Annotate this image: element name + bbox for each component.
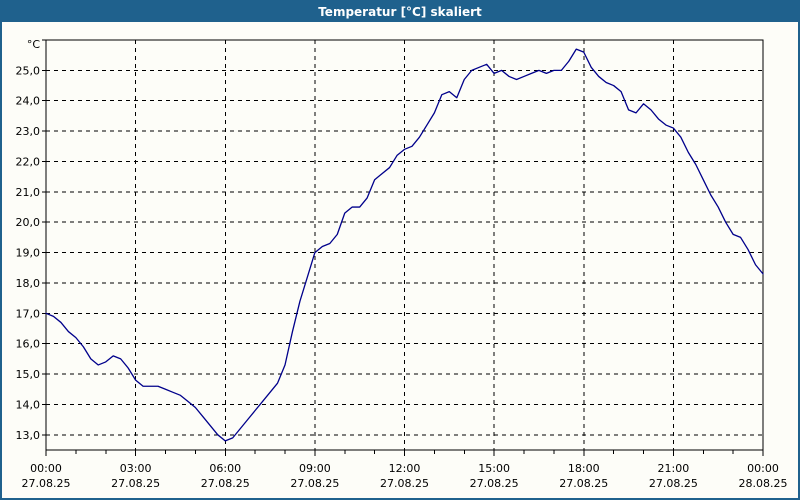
x-axis-date-label: 27.08.25 bbox=[201, 477, 250, 490]
y-axis-tick-label: 15,0 bbox=[16, 368, 41, 381]
x-axis-date-label: 27.08.25 bbox=[649, 477, 698, 490]
y-axis-tick-label: 19,0 bbox=[16, 247, 41, 260]
y-axis-tick-label: 21,0 bbox=[16, 186, 41, 199]
y-axis-tick-label: 20,0 bbox=[16, 216, 41, 229]
y-axis-tick-label: 13,0 bbox=[16, 429, 41, 442]
window-titlebar: Temperatur [°C] skaliert bbox=[2, 2, 798, 22]
x-axis-date-label: 28.08.25 bbox=[739, 477, 788, 490]
x-axis-time-label: 03:00 bbox=[120, 462, 152, 475]
x-axis-time-label: 21:00 bbox=[658, 462, 690, 475]
temperature-line-chart: 13,0 14,0 15,0 16,0 17,0 18,0 19,0 20,0 21,0 22,0… bbox=[16, 38, 788, 490]
x-axis-date-label: 27.08.25 bbox=[559, 477, 608, 490]
y-axis-tick-label: 18,0 bbox=[16, 277, 41, 290]
y-axis-unit-label: °C bbox=[27, 38, 41, 51]
x-axis-time-label: 00:00 bbox=[30, 462, 62, 475]
plot-frame bbox=[45, 39, 764, 451]
x-axis-date-label: 27.08.25 bbox=[290, 477, 339, 490]
y-axis-tick-label: 23,0 bbox=[16, 125, 41, 138]
plot-background bbox=[46, 40, 763, 450]
y-axis-tick-label: 24,0 bbox=[16, 95, 41, 108]
x-axis-time-label: 18:00 bbox=[568, 462, 600, 475]
x-axis-time-label: 06:00 bbox=[209, 462, 241, 475]
x-axis-date-label: 27.08.25 bbox=[111, 477, 160, 490]
y-axis-tick-label: 17,0 bbox=[16, 307, 41, 320]
x-axis-time-label: 00:00 bbox=[747, 462, 779, 475]
x-axis-time-label: 12:00 bbox=[389, 462, 421, 475]
x-axis-time-label: 15:00 bbox=[478, 462, 510, 475]
temperature-series-line bbox=[45, 48, 764, 442]
y-axis-tick-label: 25,0 bbox=[16, 64, 41, 77]
y-axis-tick-label: 16,0 bbox=[16, 338, 41, 351]
x-axis-date-label: 27.08.25 bbox=[470, 477, 519, 490]
y-axis-tick-label: 14,0 bbox=[16, 398, 41, 411]
window-title: Temperatur [°C] skaliert bbox=[318, 5, 482, 19]
x-axis-time-label: 09:00 bbox=[299, 462, 331, 475]
y-axis-tick-label: 22,0 bbox=[16, 155, 41, 168]
chart-area: 13,0 14,0 15,0 16,0 17,0 18,0 19,0 20,0 21,0 22,0… bbox=[2, 22, 798, 498]
x-axis-date-label: 27.08.25 bbox=[22, 477, 71, 490]
x-axis-date-label: 27.08.25 bbox=[380, 477, 429, 490]
